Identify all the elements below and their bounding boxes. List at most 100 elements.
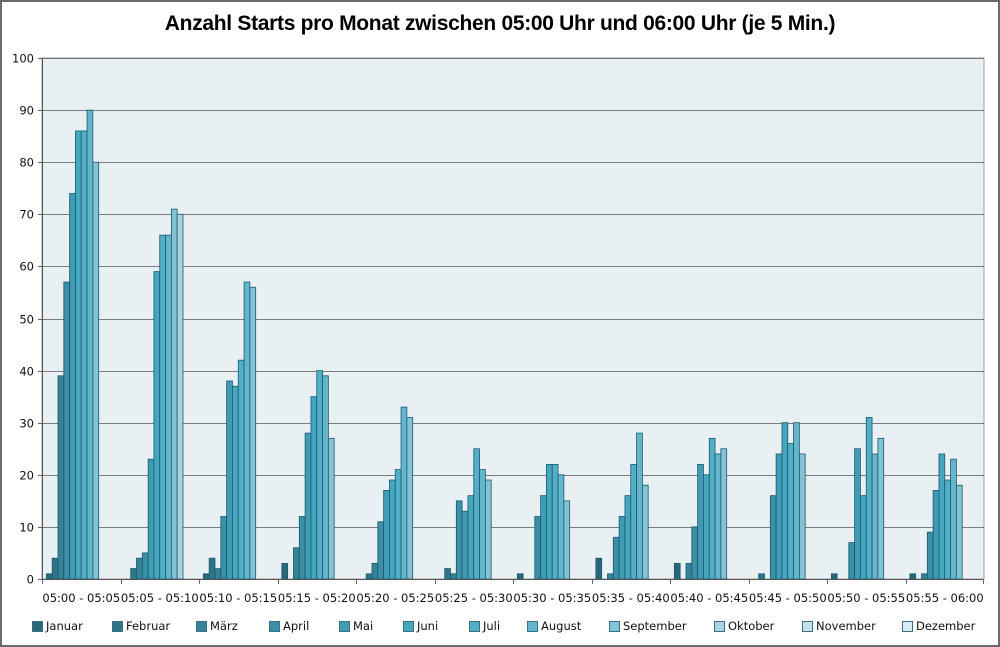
legend-label: Oktober: [728, 619, 775, 633]
x-tick-label: 05:05 - 05:10: [121, 591, 199, 605]
bar-april-0: [63, 281, 71, 580]
y-tick-label: 70: [19, 208, 34, 222]
bar-september-8: [720, 448, 728, 580]
bar-juni-6: [546, 463, 553, 580]
bar-märz-8: [685, 562, 693, 580]
legend-label: Juli: [483, 619, 501, 633]
bar-august-7: [636, 432, 643, 580]
bar-februar-4: [365, 573, 373, 580]
x-tick-label: 05:30 - 05:35: [513, 591, 591, 605]
bar-april-6: [534, 516, 542, 580]
bar-juni-3: [310, 396, 318, 580]
legend: Januar Februar März April Mai Juni Juli August S…: [0, 619, 1000, 635]
legend-swatch: [714, 620, 725, 632]
bar-april-3: [298, 516, 306, 580]
legend-swatch: [196, 620, 207, 632]
bar-august-10: [871, 453, 879, 580]
y-tick-label: 40: [19, 365, 34, 379]
y-tick-label: 30: [19, 417, 34, 431]
x-axis-ticks: 05:00 - 05:05 05:05 - 05:10 05:10 - 05:15 0…: [42, 579, 984, 605]
legend-swatch: [112, 620, 123, 632]
bar-mai-1: [147, 458, 155, 580]
bar-juli-7: [630, 463, 637, 580]
legend-swatch: [527, 620, 538, 632]
y-tick-label: 0: [27, 573, 34, 587]
bar-mai-0: [69, 193, 76, 580]
bar-januar-10: [830, 573, 838, 580]
bar-juni-7: [624, 495, 632, 580]
bar-september-4: [406, 417, 414, 580]
legend-swatch: [32, 620, 43, 632]
bar-februar-9: [758, 573, 765, 580]
bar-februar-2: [208, 557, 216, 580]
y-tick-label: 10: [19, 521, 34, 535]
legend-label: Januar: [46, 619, 83, 633]
bar-juli-11: [944, 479, 951, 580]
bar-juni-1: [153, 271, 161, 580]
chart-title: Anzahl Starts pro Monat zwischen 05:00 U…: [164, 12, 836, 35]
bar-juli-0: [80, 130, 88, 580]
bar-juni-0: [75, 130, 82, 580]
bar-april-2: [220, 516, 228, 580]
bar-april-5: [455, 500, 463, 580]
x-tick-label: 05:50 - 05:55: [827, 591, 905, 605]
bar-mai-2: [226, 380, 233, 580]
bar-august-9: [793, 422, 800, 580]
legend-item-juni: Juni: [403, 619, 438, 633]
legend-item-april: April: [269, 619, 309, 633]
bar-april-10: [848, 542, 856, 580]
bar-mai-9: [775, 453, 783, 580]
bar-mai-11: [932, 490, 940, 580]
bar-januar-11: [909, 573, 917, 580]
x-tick-label: 05:20 - 05:25: [356, 591, 434, 605]
legend-swatch: [902, 620, 913, 632]
bar-april-4: [377, 521, 385, 580]
bar-juli-4: [394, 469, 402, 580]
bar-mai-8: [697, 463, 704, 580]
bar-märz-5: [450, 573, 457, 580]
y-tick-label: 20: [19, 469, 34, 483]
legend-swatch: [269, 620, 280, 632]
bar-märz-7: [607, 573, 614, 580]
bar-januar-8: [673, 562, 681, 580]
legend-item-juli: Juli: [469, 619, 500, 633]
legend-label: November: [816, 619, 876, 633]
bar-september-3: [327, 437, 335, 580]
legend-label: August: [541, 619, 582, 633]
bar-märz-1: [136, 557, 143, 580]
bar-januar-6: [516, 573, 524, 580]
x-tick-label: 05:35 - 05:40: [592, 591, 670, 605]
bar-august-0: [86, 109, 94, 580]
bar-april-7: [612, 536, 620, 580]
x-tick-label: 05:15 - 05:20: [278, 591, 356, 605]
bar-september-0: [92, 161, 100, 580]
legend-label: Juni: [417, 619, 439, 633]
legend-item-september: September: [609, 619, 687, 633]
bar-mai-6: [540, 495, 547, 580]
bar-mai-3: [304, 432, 312, 580]
bar-juli-3: [316, 370, 323, 580]
x-tick-label: 05:00 - 05:05: [42, 591, 120, 605]
bar-august-6: [557, 474, 565, 580]
bar-september-11: [955, 484, 963, 580]
legend-item-dezember: Dezember: [902, 619, 975, 633]
y-tick-label: 90: [19, 104, 34, 118]
bar-september-6: [563, 500, 571, 580]
bar-juli-1: [159, 234, 166, 580]
bar-juli-2: [237, 359, 245, 580]
bar-mai-5: [461, 510, 469, 580]
bar-juni-9: [781, 422, 789, 580]
bar-april-9: [769, 495, 777, 580]
legend-item-november: November: [802, 619, 876, 633]
bar-september-10: [877, 437, 885, 580]
bar-juni-11: [938, 453, 946, 580]
bar-august-8: [714, 453, 722, 580]
bar-märz-11: [921, 573, 928, 580]
legend-label: März: [210, 619, 238, 633]
bar-märz-2: [214, 568, 222, 580]
bar-juli-10: [865, 417, 873, 580]
bar-juni-4: [389, 479, 396, 580]
plot-area: [41, 57, 985, 580]
bar-august-1: [165, 234, 172, 580]
